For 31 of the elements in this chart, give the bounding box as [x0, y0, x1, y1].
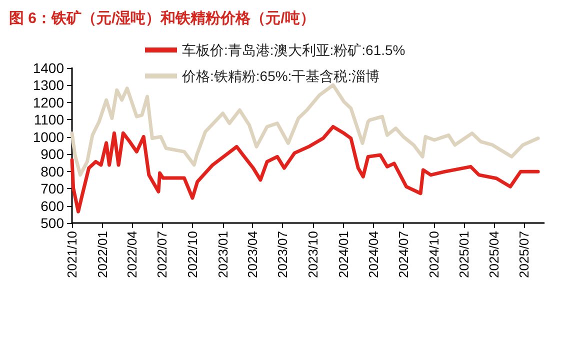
x-tick-label: 2025/07 [516, 231, 532, 278]
x-tick-label: 2023/07 [275, 231, 290, 278]
legend-label: 车板价:青岛港:澳大利亚:粉矿:61.5% [182, 42, 406, 58]
chart-title: 图 6：铁矿（元/湿吨）和铁精粉价格（元/吨） [9, 9, 315, 27]
y-tick-label: 1300 [32, 77, 64, 94]
y-tick-label: 600 [40, 198, 64, 214]
legend-label: 价格:铁精粉:65%:干基含税:淄博 [181, 68, 380, 84]
y-tick-label: 1000 [32, 128, 64, 145]
y-tick-label: 1100 [34, 112, 64, 128]
x-tick-label: 2022/01 [94, 231, 110, 278]
y-tick-label: 700 [40, 180, 64, 197]
x-tick-label: 2025/04 [486, 231, 502, 278]
x-tick-label: 2022/04 [124, 231, 140, 278]
x-tick-label: 2024/01 [336, 231, 351, 278]
x-tick-label: 2023/04 [245, 231, 260, 278]
line-series [70, 83, 540, 177]
x-tick-label: 2025/01 [456, 231, 472, 278]
y-tick-label: 500 [40, 215, 64, 231]
x-tick-label: 2022/10 [184, 231, 200, 278]
y-tick-label: 800 [40, 163, 64, 180]
x-tick-label: 2021/10 [64, 231, 80, 278]
y-tick-label: 1400 [32, 60, 64, 76]
y-tick-label: 900 [40, 146, 64, 162]
x-tick-label: 2024/07 [396, 231, 411, 278]
x-tick-label: 2022/07 [154, 231, 170, 278]
y-tick-label: 1200 [32, 94, 64, 110]
x-tick-label: 2023/10 [305, 231, 320, 278]
x-tick-label: 2024/10 [426, 231, 442, 278]
line-series [70, 124, 540, 214]
x-tick-label: 2023/01 [215, 231, 230, 278]
x-tick-label: 2024/04 [366, 231, 381, 278]
